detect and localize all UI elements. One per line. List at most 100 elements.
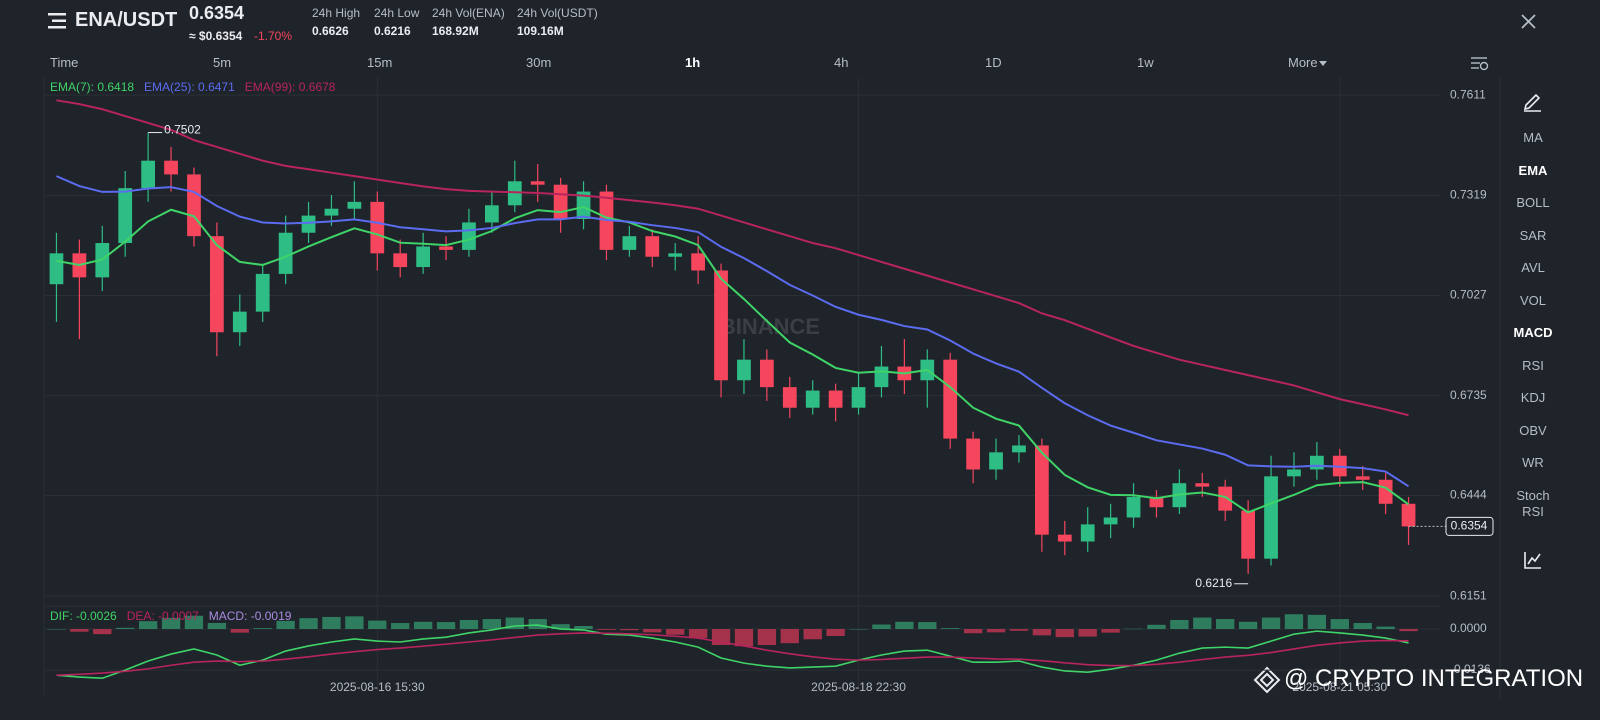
indicator-button[interactable]: Stoch RSI bbox=[1516, 488, 1550, 519]
candle-body bbox=[1218, 486, 1233, 511]
macd-bar bbox=[1147, 624, 1166, 630]
indicator-button[interactable]: SAR bbox=[1519, 228, 1547, 243]
interval-tab[interactable]: 5m bbox=[213, 55, 232, 70]
candle-body bbox=[622, 236, 637, 250]
indicator-button[interactable]: MACD bbox=[1513, 325, 1553, 340]
candle-body bbox=[1080, 524, 1095, 542]
macd-bar bbox=[1399, 629, 1418, 632]
interval-tab[interactable]: 30m bbox=[526, 55, 552, 70]
close-stroke bbox=[1521, 14, 1536, 29]
candle-body bbox=[1195, 483, 1210, 487]
macd-bar bbox=[734, 629, 754, 647]
macd-bar bbox=[1307, 614, 1327, 630]
legend-entry: EMA(7): 0.6418 bbox=[50, 80, 134, 94]
macd-bar bbox=[849, 629, 868, 630]
macd-bar bbox=[780, 629, 799, 644]
candle-body bbox=[645, 236, 660, 257]
macd-bar bbox=[1078, 629, 1097, 637]
macd-bar bbox=[597, 629, 616, 630]
y-tick-label: 0.7319 bbox=[1450, 188, 1487, 202]
y-tick-label: 0.7611 bbox=[1450, 87, 1486, 101]
candle-body bbox=[439, 246, 453, 250]
y-tick-label: 0.7027 bbox=[1450, 288, 1487, 302]
candle-body bbox=[462, 222, 476, 250]
candle-body bbox=[691, 253, 705, 271]
interval-tab[interactable]: 4h bbox=[834, 55, 849, 70]
candle-body bbox=[485, 205, 499, 223]
stat-value: 168.92M bbox=[432, 24, 479, 38]
chart-watermark: BINANCE bbox=[720, 314, 820, 339]
watermark: @ CRYPTO INTEGRATION bbox=[1284, 665, 1584, 692]
indicator-button[interactable]: WR bbox=[1522, 455, 1544, 470]
indicator-button[interactable]: MA bbox=[1523, 130, 1543, 145]
candle-body bbox=[49, 253, 64, 285]
candle-body bbox=[1126, 496, 1141, 518]
macd-bar bbox=[1284, 614, 1304, 630]
macd-bar bbox=[918, 622, 937, 630]
watermark-logo bbox=[1253, 666, 1281, 694]
macd-bar bbox=[230, 629, 249, 633]
last-price-box bbox=[1445, 516, 1494, 536]
macd-bar bbox=[138, 621, 158, 630]
stat-label: 24h Low bbox=[374, 6, 420, 20]
macd-bar bbox=[322, 616, 341, 630]
macd-bar bbox=[70, 629, 89, 632]
more-caret bbox=[1319, 61, 1327, 66]
interval-tab[interactable]: 1w bbox=[1137, 55, 1154, 70]
stat-label: 24h Vol(USDT) bbox=[517, 6, 598, 20]
indicator-button[interactable]: KDJ bbox=[1520, 390, 1546, 405]
annotation: 0.7502 bbox=[164, 123, 201, 137]
candle-body bbox=[851, 387, 866, 408]
candle-body bbox=[1057, 534, 1072, 542]
close-icon[interactable] bbox=[1521, 14, 1536, 29]
macd-bar bbox=[1009, 629, 1029, 631]
menu-icon[interactable] bbox=[48, 13, 66, 29]
indicator-button[interactable]: RSI bbox=[1522, 358, 1544, 373]
candle-body bbox=[118, 188, 133, 244]
candle-body bbox=[874, 366, 889, 388]
interval-tab[interactable]: More bbox=[1288, 55, 1318, 70]
logo-stroke bbox=[1253, 666, 1281, 694]
indicator-button[interactable]: VOL bbox=[1519, 293, 1546, 308]
macd-bar bbox=[184, 615, 204, 630]
interval-tab[interactable]: 1D bbox=[985, 55, 1002, 70]
interval-tab[interactable]: Time bbox=[50, 55, 79, 70]
interval-tab[interactable]: 15m bbox=[367, 55, 393, 70]
macd-bar bbox=[459, 619, 479, 630]
chart-type-icon[interactable] bbox=[1524, 552, 1541, 569]
candle-body bbox=[805, 390, 820, 408]
candle-body bbox=[1287, 469, 1301, 477]
macd-line bbox=[56, 624, 1409, 680]
logo-stroke bbox=[1259, 672, 1275, 688]
indicator-button[interactable]: AVL bbox=[1521, 260, 1545, 275]
macd-bar bbox=[93, 629, 112, 635]
macd-bar bbox=[757, 629, 777, 646]
ema-line bbox=[56, 205, 1410, 514]
stat-value: 0.6626 bbox=[312, 24, 349, 38]
candle-body bbox=[507, 181, 522, 206]
macd-bar bbox=[345, 616, 364, 630]
candle-body bbox=[966, 438, 980, 470]
macd-bar bbox=[47, 629, 66, 630]
symbol: ENA/USDT bbox=[75, 9, 178, 31]
icon-stroke bbox=[1524, 552, 1541, 569]
macd-bar bbox=[116, 627, 135, 630]
candle-body bbox=[141, 160, 155, 189]
menu-bar bbox=[52, 19, 66, 22]
settings-icon[interactable] bbox=[1471, 57, 1489, 71]
indicator-button[interactable]: OBV bbox=[1519, 423, 1547, 438]
legend-entry: EMA(25): 0.6471 bbox=[144, 80, 235, 94]
x-tick-label: 2025-08-16 15:30 bbox=[330, 680, 425, 694]
candle-body bbox=[370, 201, 385, 254]
legend-entry: MACD: -0.0019 bbox=[209, 609, 292, 623]
interval-tab[interactable]: 1h bbox=[685, 55, 701, 70]
pencil-icon[interactable] bbox=[1523, 93, 1541, 112]
indicator-button[interactable]: EMA bbox=[1518, 163, 1548, 178]
candle-body bbox=[255, 273, 270, 312]
y-tick-label: 0.6735 bbox=[1450, 388, 1487, 402]
macd-bar bbox=[1124, 628, 1143, 630]
candle-body bbox=[278, 232, 293, 274]
legend-entry: DEA: -0.0007 bbox=[127, 609, 199, 623]
candle-body bbox=[737, 359, 751, 381]
indicator-button[interactable]: BOLL bbox=[1516, 195, 1550, 210]
